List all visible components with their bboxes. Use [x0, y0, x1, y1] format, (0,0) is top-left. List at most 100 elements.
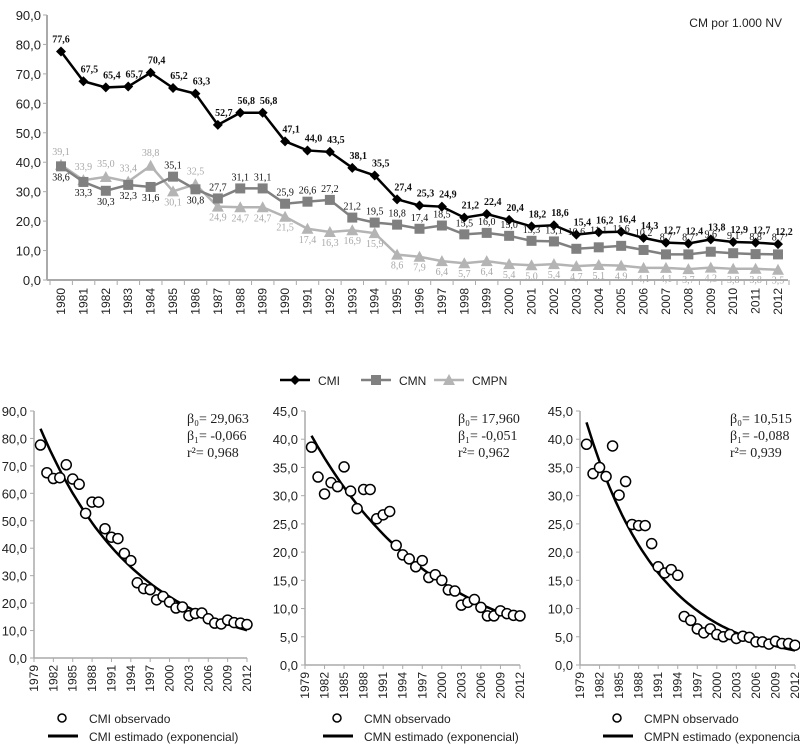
- data-label-cmn: 30,3: [97, 197, 115, 208]
- cmn-y-tick-label: 25,0: [273, 517, 298, 532]
- cmpn-y-tick-label: 0,0: [555, 658, 573, 673]
- data-label-cmi: 12,7: [753, 226, 771, 237]
- point-cmn: [302, 196, 313, 207]
- cmn-x-tick-label: 1979: [298, 672, 312, 699]
- data-label-cmpn: 7,9: [413, 263, 426, 274]
- data-label-cmpn: 8,6: [391, 261, 404, 272]
- point-cmpn: [749, 262, 762, 274]
- cmn-observed-point: [514, 610, 526, 622]
- cmi-observed-point: [73, 478, 85, 491]
- point-cmi: [78, 76, 89, 87]
- point-cmn: [123, 179, 134, 190]
- data-label-cmn: 11,1: [590, 225, 607, 236]
- point-cmi: [593, 227, 604, 238]
- point-cmpn: [435, 255, 448, 267]
- point-cmi: [750, 237, 761, 248]
- data-label-cmi: 12,7: [663, 226, 681, 237]
- main-x-tick-label: 2008: [681, 288, 695, 315]
- cmi-x-tick-label: 1982: [46, 665, 60, 692]
- data-label-cmpn: 24,7: [254, 213, 272, 224]
- point-cmpn: [346, 224, 359, 236]
- legend-label-cmpn: CMPN: [472, 374, 507, 388]
- data-label-cmi: 21,2: [462, 201, 480, 212]
- point-cmn: [324, 194, 335, 205]
- data-label-cmi: 56,8: [238, 96, 256, 107]
- main-x-tick-label: 2001: [525, 288, 539, 315]
- point-cmi: [235, 107, 246, 118]
- point-cmi: [190, 88, 201, 99]
- point-cmn: [235, 183, 246, 194]
- data-label-cmpn: 5,7: [458, 269, 471, 280]
- main-x-tick-label: 2005: [614, 288, 628, 315]
- point-cmpn: [525, 259, 538, 271]
- point-cmi: [481, 209, 492, 220]
- cmn-legend-observed-marker: [332, 713, 342, 723]
- point-cmpn: [144, 159, 157, 171]
- data-label-cmpn: 24,7: [232, 213, 250, 224]
- data-label-cmn: 35,1: [164, 161, 182, 172]
- cmi-observed-point: [34, 439, 47, 451]
- cmn-observed-point: [449, 585, 461, 597]
- data-label-cmi: 12,4: [686, 226, 704, 237]
- legend-marker-cmn: [371, 375, 381, 385]
- cmi-y-tick-label: 0,0: [9, 651, 27, 666]
- cmpn-x-tick-label: 1985: [612, 672, 626, 699]
- point-cmi: [257, 107, 268, 118]
- point-cmi: [302, 145, 313, 156]
- cmi-x-tick-label: 1988: [85, 665, 99, 692]
- cmpn-y-tick-label: 20,0: [548, 545, 573, 560]
- cmn-observed-point: [351, 502, 363, 515]
- unit-label: CM por 1.000 NV: [689, 16, 782, 30]
- cmi-observed-point: [92, 496, 105, 508]
- cmi-x-tick-label: 2003: [182, 665, 196, 692]
- point-cmpn: [570, 260, 583, 272]
- point-cmpn: [659, 261, 672, 273]
- legend-marker-cmpn: [443, 374, 455, 385]
- cmn-x-tick-label: 2003: [454, 672, 468, 699]
- point-cmi: [705, 234, 716, 245]
- data-label-cmi: 18,6: [551, 208, 569, 219]
- cmn-y-tick-label: 40,0: [273, 432, 298, 447]
- data-label-cmpn: 33,9: [75, 162, 93, 173]
- data-label-cmpn: 32,5: [187, 166, 205, 177]
- cmi-observed-point: [144, 583, 156, 596]
- cmi-x-tick-label: 2006: [201, 665, 215, 692]
- cmpn-x-tick-label: 1988: [632, 672, 646, 699]
- data-label-cmn: 31,6: [142, 193, 160, 204]
- data-label-cmpn: 3,8: [727, 275, 740, 286]
- cmn-x-tick-label: 1991: [376, 672, 390, 699]
- data-label-cmn: 13,1: [545, 225, 563, 236]
- data-label-cmi: 22,4: [484, 197, 502, 208]
- cmn-y-tick-label: 35,0: [273, 460, 298, 475]
- point-cmpn: [391, 248, 404, 260]
- cmpn-beta1: β₁= -0,088: [730, 429, 790, 444]
- data-label-cmi: 65,2: [170, 71, 188, 82]
- cmi-x-tick-label: 2012: [240, 665, 254, 692]
- data-label-cmpn: 16,3: [321, 238, 339, 249]
- main-x-tick-label: 2007: [659, 288, 673, 315]
- point-cmpn: [704, 261, 717, 273]
- cmi-y-tick-label: 50,0: [2, 514, 27, 529]
- point-cmn: [145, 181, 156, 192]
- data-label-cmpn: 5,1: [593, 271, 606, 282]
- data-label-cmn: 18,5: [433, 210, 451, 221]
- data-label-cmn: 15,0: [500, 220, 518, 231]
- main-x-tick-label: 2011: [749, 288, 763, 314]
- cmn-x-tick-label: 2000: [435, 672, 449, 699]
- data-label-cmpn: 4,7: [570, 272, 583, 283]
- data-label-cmn: 8,8: [749, 232, 762, 243]
- data-label-cmn: 8,7: [660, 232, 673, 243]
- cmpn-observed-point: [593, 461, 606, 474]
- data-label-cmpn: 5,0: [525, 271, 538, 282]
- legend-marker-cmi: [290, 375, 300, 385]
- data-label-cmn: 8,7: [772, 232, 785, 243]
- cmi-observed-point: [118, 547, 131, 560]
- data-label-cmi: 12,9: [730, 225, 748, 236]
- data-label-cmpn: 21,5: [276, 223, 294, 234]
- legend-label-cmn: CMN: [399, 374, 426, 388]
- point-cmn: [638, 244, 649, 255]
- data-label-cmn: 8,7: [682, 232, 695, 243]
- cmn-y-tick-label: 15,0: [273, 573, 298, 588]
- point-cmpn: [413, 250, 426, 262]
- cmn-x-tick-label: 2009: [493, 672, 507, 699]
